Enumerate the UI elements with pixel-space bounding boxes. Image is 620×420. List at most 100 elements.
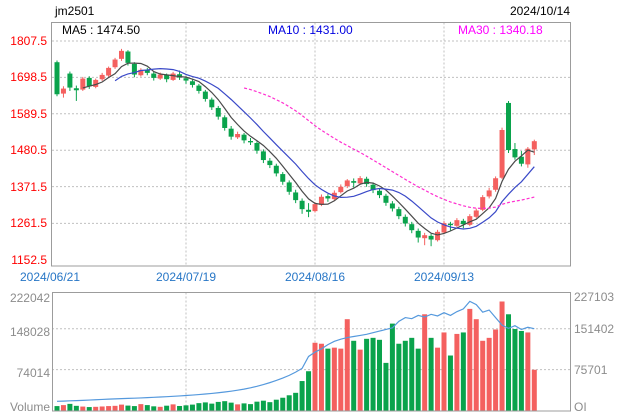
candle-body	[293, 192, 299, 201]
candle-body	[447, 223, 453, 226]
candle-body	[299, 200, 305, 210]
candle-body	[138, 69, 144, 76]
volume-bar	[486, 337, 492, 411]
candle-body	[157, 74, 163, 79]
volume-bar	[293, 392, 299, 411]
volume-bar	[228, 402, 234, 411]
candle-body	[222, 117, 228, 128]
ma30-label: MA30 : 1340.18	[458, 23, 543, 37]
volume-bar	[112, 405, 118, 411]
volume-bar	[467, 308, 473, 411]
candle-body	[454, 220, 460, 226]
volume-bar	[531, 369, 537, 411]
volume-axis-label: 74014	[17, 366, 51, 380]
volume-bar	[138, 404, 144, 411]
date-label: 2024/10/14	[510, 4, 570, 18]
candle-body	[415, 230, 421, 238]
volume-bar	[267, 402, 273, 411]
candle-body	[164, 74, 170, 80]
price-axis-label: 1698.5	[10, 70, 47, 84]
open-interest-line	[56, 300, 535, 402]
volume-bar	[351, 340, 357, 411]
volume-bar	[377, 339, 382, 411]
volume-axis-label: 148028	[10, 325, 50, 339]
candle-body	[518, 156, 524, 164]
candle-body	[241, 134, 247, 141]
candle-body	[318, 196, 324, 205]
candle-body	[531, 141, 537, 150]
candle-body	[202, 91, 208, 99]
candle-body	[112, 59, 118, 68]
volume-axis-label: 222042	[10, 291, 50, 305]
volume-bar	[331, 347, 337, 411]
ma5-label: MA5 : 1474.50	[62, 23, 140, 37]
candle-body	[267, 160, 273, 166]
candle-body	[144, 69, 150, 73]
volume-bar	[60, 405, 66, 411]
candle-body	[196, 85, 202, 91]
volume-bar	[396, 343, 402, 411]
ma10-line	[114, 67, 535, 230]
volume-bar	[428, 337, 434, 411]
volume-bar	[480, 340, 486, 411]
volume-bar	[196, 403, 202, 411]
candle-body	[525, 148, 531, 165]
volume-bar	[170, 404, 176, 411]
candle-body	[248, 141, 253, 143]
volume-bar	[370, 337, 376, 411]
volume-bar	[364, 338, 370, 411]
volume-bar	[460, 332, 466, 411]
candle-body	[422, 235, 428, 239]
symbol-label: jm2501	[54, 4, 95, 18]
price-axis-label: 1152.5	[11, 253, 47, 267]
volume-bar	[202, 402, 208, 411]
volume-bar	[189, 404, 195, 411]
price-axis-label: 1480.5	[10, 143, 47, 157]
volume-bar	[338, 348, 344, 411]
ma30-line	[243, 87, 535, 210]
candle-body	[460, 220, 466, 225]
volume-bar	[344, 319, 350, 411]
volume-bar	[254, 401, 260, 411]
candle-body	[273, 165, 279, 174]
candle-body	[183, 78, 189, 81]
volume-bar	[241, 403, 247, 411]
volume-bar	[422, 314, 428, 411]
volume-bar	[144, 405, 150, 411]
candle-body	[80, 78, 86, 90]
candle-body	[260, 151, 266, 161]
candle-body	[286, 182, 292, 192]
candle-body	[467, 216, 473, 225]
volume-bar	[389, 323, 395, 411]
volume-bar	[157, 406, 163, 411]
ma10-label: MA10 : 1431.00	[268, 23, 353, 37]
volume-bar	[235, 404, 241, 411]
volume-bar	[54, 406, 60, 411]
volume-bar	[318, 343, 324, 411]
volume-bar	[286, 395, 292, 411]
candle-body	[506, 102, 511, 151]
candle-body	[67, 73, 73, 88]
volume-bar	[499, 301, 505, 411]
volume-bar	[383, 362, 389, 411]
candle-body	[493, 178, 499, 190]
oi-axis-label: 75701	[574, 363, 608, 377]
candle-body	[441, 223, 447, 233]
candle-body	[170, 73, 176, 80]
candle-body	[106, 67, 112, 76]
candle-body	[119, 50, 124, 59]
volume-bar	[447, 355, 453, 411]
candle-body	[351, 181, 357, 183]
price-axis-label: 1807.5	[10, 34, 47, 48]
volume-bar	[183, 405, 189, 411]
candlesticks	[54, 48, 537, 247]
ma-lines	[82, 62, 535, 236]
x-axis-label: 2024/07/19	[156, 270, 216, 284]
candle-body	[338, 186, 344, 193]
candle-body	[254, 143, 260, 151]
x-axis-label: 2024/06/21	[20, 270, 80, 284]
candle-body	[486, 190, 492, 197]
volume-bar	[177, 405, 183, 411]
volume-bar	[131, 406, 137, 411]
candle-body	[177, 74, 183, 78]
